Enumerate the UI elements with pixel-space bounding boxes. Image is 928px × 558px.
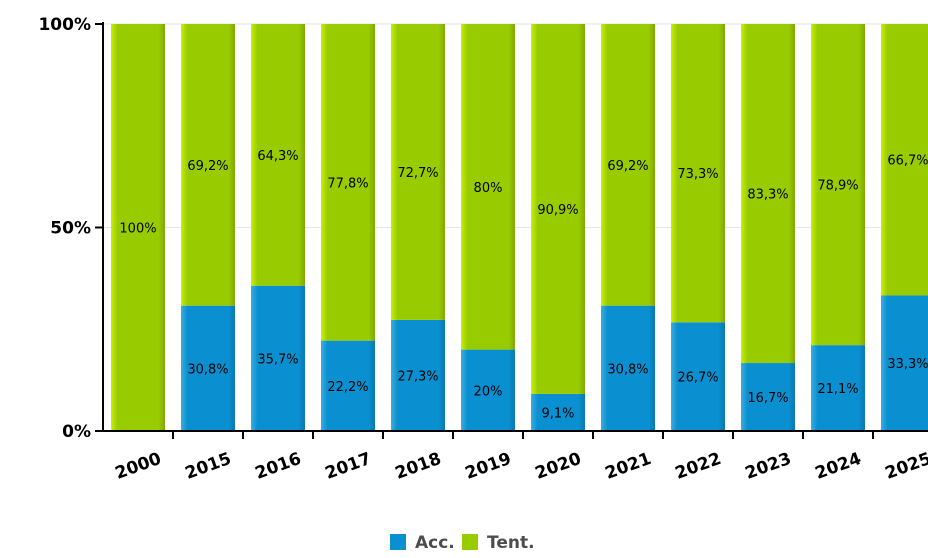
data-label: 78,9% [817, 179, 858, 194]
data-label: 20% [474, 384, 503, 399]
bar-2017-acc[interactable] [321, 340, 375, 431]
data-label: 72,7% [397, 166, 438, 181]
data-label: 30,8% [187, 362, 228, 377]
bar-2023-tent[interactable] [741, 24, 795, 364]
x-tick-label: 2023 [743, 449, 794, 484]
bar-2025-tent[interactable] [881, 24, 928, 296]
bars [111, 24, 928, 431]
bar-2023-acc[interactable] [741, 363, 795, 431]
x-tick-label: 2000 [113, 449, 164, 484]
data-label: 90,9% [537, 203, 578, 218]
bar-2018-tent[interactable] [391, 24, 445, 320]
bar-2015-acc[interactable] [181, 305, 235, 431]
x-tick-label: 2024 [813, 449, 864, 484]
legend-label-tent[interactable]: Tent. [487, 533, 535, 553]
x-tick-label: 2016 [253, 449, 304, 484]
x-tick-label: 2015 [183, 449, 234, 484]
legend-swatch-tent[interactable] [462, 534, 478, 550]
data-label: 27,3% [397, 369, 438, 384]
data-label: 80% [474, 181, 503, 196]
bar-2022-tent[interactable] [671, 24, 725, 323]
y-tick-label: 50% [50, 219, 91, 239]
bar-2015-tent[interactable] [181, 24, 235, 306]
data-label: 33,3% [887, 357, 928, 372]
bar-2020-tent[interactable] [531, 24, 585, 394]
data-label: 73,3% [677, 167, 718, 182]
data-label: 9,1% [541, 406, 574, 421]
bar-2025-acc[interactable] [881, 295, 928, 431]
bar-2019-acc[interactable] [461, 349, 515, 431]
legend-swatch-acc[interactable] [390, 534, 406, 550]
x-tick-label: 2020 [533, 449, 584, 484]
x-tick-label: 2022 [673, 449, 724, 484]
data-label: 83,3% [747, 188, 788, 203]
x-tick-label: 2018 [393, 449, 444, 484]
data-label: 77,8% [327, 176, 368, 191]
bar-2016-tent[interactable] [251, 24, 305, 286]
y-tick-label: 100% [38, 15, 91, 35]
bar-2000-tent[interactable] [111, 24, 165, 431]
bar-2020-acc[interactable] [531, 393, 585, 431]
bar-2024-tent[interactable] [811, 24, 865, 346]
bar-2022-acc[interactable] [671, 322, 725, 431]
data-label: 100% [119, 222, 156, 237]
data-labels: 100% 30,8% 69,2% 35,7% 64,3% 22,2% 77,8% 27,3% 7… [119, 149, 928, 422]
legend[interactable]: Acc. Tent. [390, 533, 535, 553]
legend-label-acc[interactable]: Acc. [415, 533, 455, 553]
data-label: 66,7% [887, 154, 928, 169]
data-label: 69,2% [607, 159, 648, 174]
data-label: 35,7% [257, 352, 298, 367]
x-tick-label: 2019 [463, 449, 514, 484]
bar-2016-acc[interactable] [251, 285, 305, 431]
y-tick-label: 0% [62, 422, 91, 442]
x-tick-label: 2021 [603, 449, 654, 484]
bar-2021-acc[interactable] [601, 305, 655, 431]
x-tick-label: 2017 [323, 449, 374, 484]
data-label: 64,3% [257, 149, 298, 164]
data-label: 16,7% [747, 391, 788, 406]
bar-2017-tent[interactable] [321, 24, 375, 341]
bar-2024-acc[interactable] [811, 345, 865, 431]
data-label: 22,2% [327, 380, 368, 395]
bar-2018-acc[interactable] [391, 319, 445, 431]
bar-2019-tent[interactable] [461, 24, 515, 350]
x-tick-label: 2025 [883, 449, 928, 484]
data-label: 26,7% [677, 371, 718, 386]
data-label: 30,8% [607, 362, 648, 377]
bar-2021-tent[interactable] [601, 24, 655, 306]
data-label: 69,2% [187, 159, 228, 174]
data-label: 21,1% [817, 382, 858, 397]
